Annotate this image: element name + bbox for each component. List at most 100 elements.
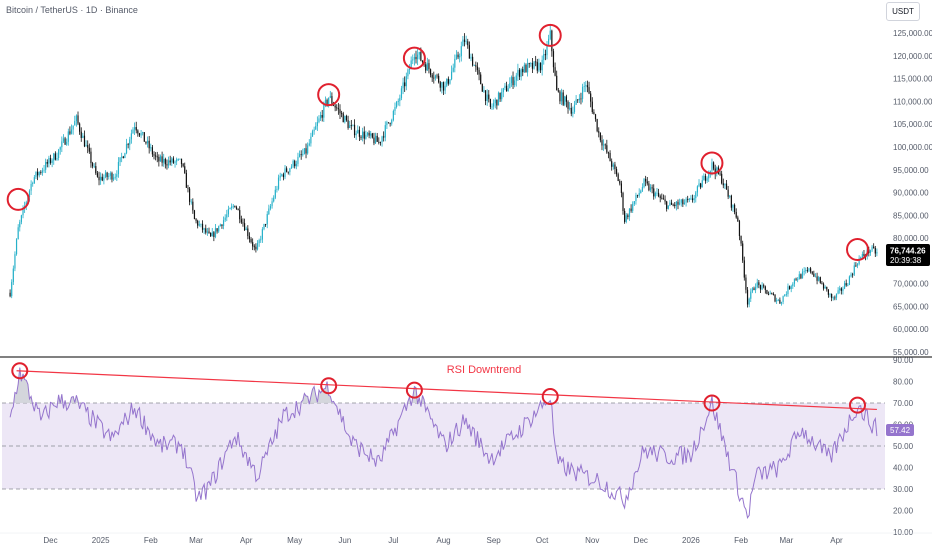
- candle-body: [91, 163, 94, 167]
- candle-body: [509, 83, 511, 89]
- candle: [578, 94, 580, 104]
- candle-body: [822, 283, 825, 289]
- candle-body: [640, 190, 642, 194]
- candle-body: [268, 208, 270, 215]
- candle: [753, 286, 755, 291]
- candle: [345, 114, 348, 122]
- candle-body: [617, 174, 619, 181]
- candle-body: [392, 110, 394, 121]
- candle-body: [64, 138, 66, 145]
- candle-body: [148, 140, 150, 149]
- candle-body: [810, 268, 812, 272]
- candle: [818, 275, 820, 282]
- candle: [611, 158, 613, 171]
- candle-body: [565, 96, 568, 102]
- candle-body: [656, 192, 658, 194]
- candle: [253, 244, 255, 251]
- candle: [206, 227, 208, 236]
- candle-body: [690, 198, 692, 200]
- candle-body: [824, 286, 826, 289]
- candle: [454, 54, 456, 73]
- candle: [53, 152, 55, 165]
- candle-body: [560, 92, 563, 102]
- candle: [835, 293, 838, 301]
- candle: [286, 166, 288, 173]
- candle-body: [176, 159, 178, 162]
- price-tick-label: 110,000.00: [893, 97, 932, 106]
- candle: [460, 41, 462, 62]
- candle-body: [297, 156, 299, 164]
- candle-body: [316, 122, 318, 127]
- candle-body: [683, 202, 686, 205]
- candle: [336, 104, 338, 111]
- candle: [64, 136, 66, 146]
- currency-button[interactable]: USDT: [886, 2, 920, 21]
- candle-body: [843, 283, 846, 289]
- candle-body: [386, 122, 388, 126]
- candle-body: [219, 224, 221, 227]
- candle-body: [276, 188, 278, 190]
- candle: [417, 48, 419, 66]
- candle-body: [837, 290, 839, 294]
- candle-body: [379, 142, 382, 143]
- candle: [839, 285, 841, 294]
- candle: [17, 224, 19, 240]
- candle-body: [536, 62, 538, 71]
- candle-body: [446, 78, 448, 86]
- candle: [303, 148, 306, 155]
- candle-body: [518, 69, 521, 77]
- candle-body: [792, 283, 794, 287]
- candle-body: [861, 253, 863, 258]
- price-tick-label: 80,000.00: [893, 234, 929, 243]
- rsi-tick-label: 10.00: [893, 528, 914, 537]
- candle-body: [436, 75, 438, 77]
- candle: [552, 48, 555, 73]
- candle: [580, 92, 582, 105]
- candle: [687, 195, 689, 203]
- candle-body: [302, 153, 304, 156]
- candle-body: [670, 202, 673, 205]
- candle: [116, 170, 118, 182]
- candle-body: [415, 56, 417, 60]
- candle: [649, 184, 652, 193]
- candle: [87, 140, 89, 154]
- candle-body: [578, 98, 580, 101]
- candle-body: [780, 301, 783, 304]
- candle: [484, 90, 487, 106]
- candle: [373, 132, 375, 146]
- candle: [659, 194, 661, 203]
- candle-body: [137, 130, 139, 134]
- candle-body: [190, 201, 192, 203]
- candle-body: [455, 54, 458, 59]
- candle: [570, 103, 572, 117]
- candle: [672, 203, 674, 207]
- candle: [735, 208, 737, 219]
- candle: [449, 79, 451, 85]
- candle-body: [208, 231, 210, 234]
- candle-body: [821, 282, 823, 284]
- candle-body: [82, 135, 84, 138]
- candle: [680, 199, 682, 207]
- candle: [9, 289, 11, 298]
- candle: [462, 35, 464, 47]
- candle-body: [134, 127, 136, 130]
- candle: [355, 130, 357, 140]
- candle: [72, 125, 74, 135]
- candle: [619, 179, 621, 186]
- candle: [265, 223, 267, 227]
- candle: [583, 81, 585, 93]
- candle: [391, 118, 393, 126]
- candle-body: [143, 132, 145, 142]
- candle: [119, 157, 121, 167]
- candle: [192, 198, 194, 214]
- candle-body: [473, 65, 475, 67]
- candle: [607, 151, 610, 159]
- candle: [167, 156, 170, 169]
- candle-body: [472, 56, 474, 66]
- candle-body: [229, 208, 231, 210]
- price-tick-label: 120,000.00: [893, 52, 932, 61]
- candle: [208, 227, 210, 234]
- candle-body: [457, 54, 459, 58]
- candle: [476, 62, 479, 75]
